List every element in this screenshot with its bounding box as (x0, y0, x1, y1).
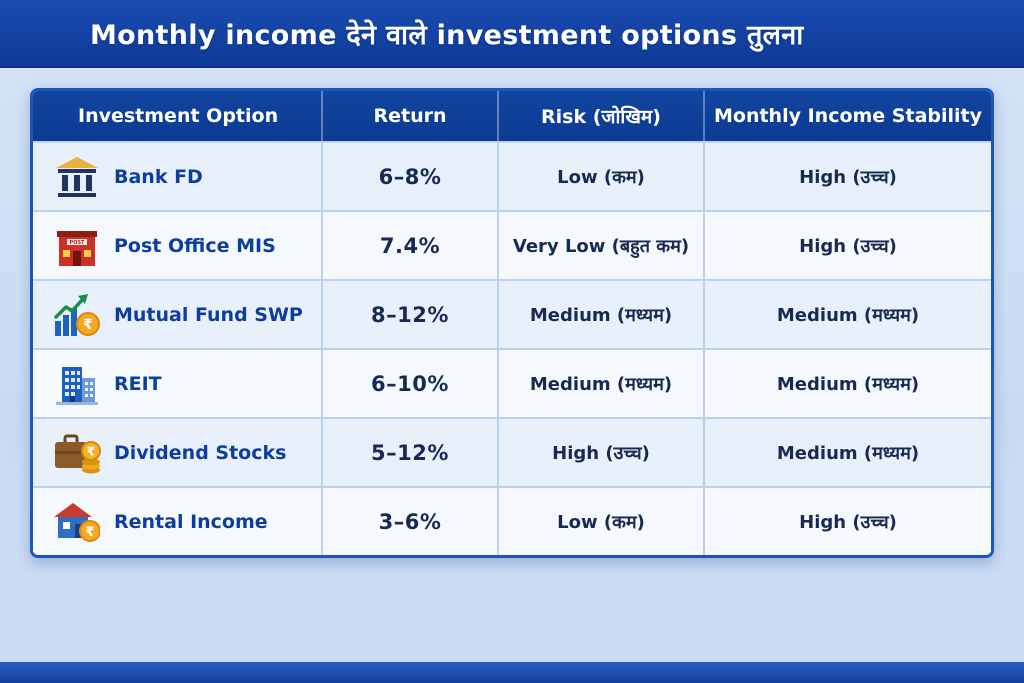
table-row: ₹ Mutual Fund SWP 8–12% Medium (मध्यम) M… (33, 279, 991, 348)
risk-value: Low (कम) (497, 488, 703, 555)
risk-value: Medium (मध्यम) (497, 281, 703, 348)
svg-text:POST: POST (70, 240, 86, 246)
post-office-icon: POST (53, 223, 101, 269)
option-label: Post Office MIS (114, 234, 276, 257)
table-header-row: Investment Option Return Risk (जोखिम) Mo… (33, 91, 991, 141)
risk-value: Medium (मध्यम) (497, 350, 703, 417)
table-row: ₹ Rental Income 3–6% Low (कम) High (उच्च… (33, 486, 991, 555)
return-value: 6–8% (321, 143, 497, 210)
comparison-table: Investment Option Return Risk (जोखिम) Mo… (30, 88, 994, 558)
table-row: Bank FD 6–8% Low (कम) High (उच्च) (33, 141, 991, 210)
option-label: Dividend Stocks (114, 441, 287, 464)
stability-value: Medium (मध्यम) (703, 419, 991, 486)
table-row: POST Post Office MIS 7.4% Very Low (बहुत… (33, 210, 991, 279)
mutual-fund-icon: ₹ (53, 292, 101, 338)
title-bar: Monthly income देने वाले investment opti… (0, 0, 1024, 68)
svg-text:₹: ₹ (85, 525, 94, 540)
option-label: Mutual Fund SWP (114, 303, 303, 326)
option-label: Rental Income (114, 510, 268, 533)
stability-value: High (उच्च) (703, 212, 991, 279)
option-label: Bank FD (114, 165, 203, 188)
return-value: 6–10% (321, 350, 497, 417)
table-row: REIT 6–10% Medium (मध्यम) Medium (मध्यम) (33, 348, 991, 417)
svg-text:₹: ₹ (87, 444, 95, 458)
header-risk: Risk (जोखिम) (497, 91, 703, 141)
stability-value: Medium (मध्यम) (703, 281, 991, 348)
header-investment-option: Investment Option (78, 105, 279, 127)
risk-value: High (उच्च) (497, 419, 703, 486)
risk-value: Low (कम) (497, 143, 703, 210)
dividend-stocks-icon: ₹ (53, 430, 101, 476)
return-value: 3–6% (321, 488, 497, 555)
rental-income-icon: ₹ (53, 499, 101, 545)
return-value: 8–12% (321, 281, 497, 348)
stability-value: High (उच्च) (703, 488, 991, 555)
reit-icon (53, 361, 101, 407)
svg-text:₹: ₹ (83, 317, 93, 333)
return-value: 5–12% (321, 419, 497, 486)
bank-icon (53, 154, 101, 200)
option-label: REIT (114, 372, 162, 395)
return-value: 7.4% (321, 212, 497, 279)
stability-value: High (उच्च) (703, 143, 991, 210)
header-stability: Monthly Income Stability (703, 91, 991, 141)
risk-value: Very Low (बहुत कम) (497, 212, 703, 279)
page-title: Monthly income देने वाले investment opti… (90, 19, 804, 51)
header-return: Return (321, 91, 497, 141)
table-row: ₹ Dividend Stocks 5–12% High (उच्च) Medi… (33, 417, 991, 486)
bottom-bar (0, 662, 1024, 683)
stability-value: Medium (मध्यम) (703, 350, 991, 417)
